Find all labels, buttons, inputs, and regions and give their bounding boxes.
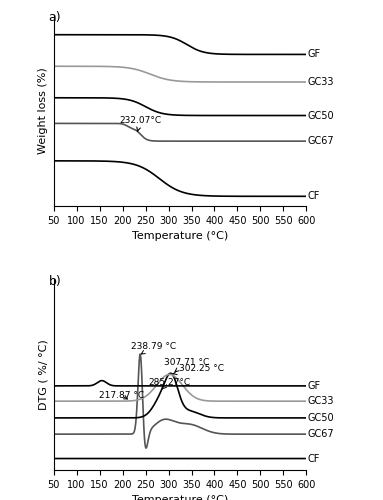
Text: 217.87 °C: 217.87 °C: [99, 391, 144, 400]
Y-axis label: DTG ( %/ °C): DTG ( %/ °C): [38, 339, 48, 410]
Text: a): a): [49, 11, 61, 24]
X-axis label: Temperature (°C): Temperature (°C): [132, 232, 228, 241]
Text: GC33: GC33: [308, 396, 334, 406]
X-axis label: Temperature (°C): Temperature (°C): [132, 496, 228, 500]
Text: GC50: GC50: [308, 413, 334, 423]
Text: 232.07°C: 232.07°C: [119, 116, 162, 131]
Text: GC67: GC67: [308, 429, 334, 439]
Text: CF: CF: [308, 192, 320, 202]
Text: 238.79 °C: 238.79 °C: [131, 342, 177, 354]
Text: GF: GF: [308, 50, 321, 59]
Text: GC67: GC67: [308, 136, 334, 146]
Text: 307.71 °C: 307.71 °C: [164, 358, 210, 372]
Text: 285.27°C: 285.27°C: [148, 378, 190, 390]
Text: b): b): [49, 275, 61, 288]
Text: GC50: GC50: [308, 110, 334, 120]
Text: CF: CF: [308, 454, 320, 464]
Y-axis label: Weight loss (%): Weight loss (%): [38, 67, 48, 154]
Text: GF: GF: [308, 381, 321, 391]
Text: GC33: GC33: [308, 77, 334, 87]
Text: 302.25 °C: 302.25 °C: [173, 364, 224, 374]
